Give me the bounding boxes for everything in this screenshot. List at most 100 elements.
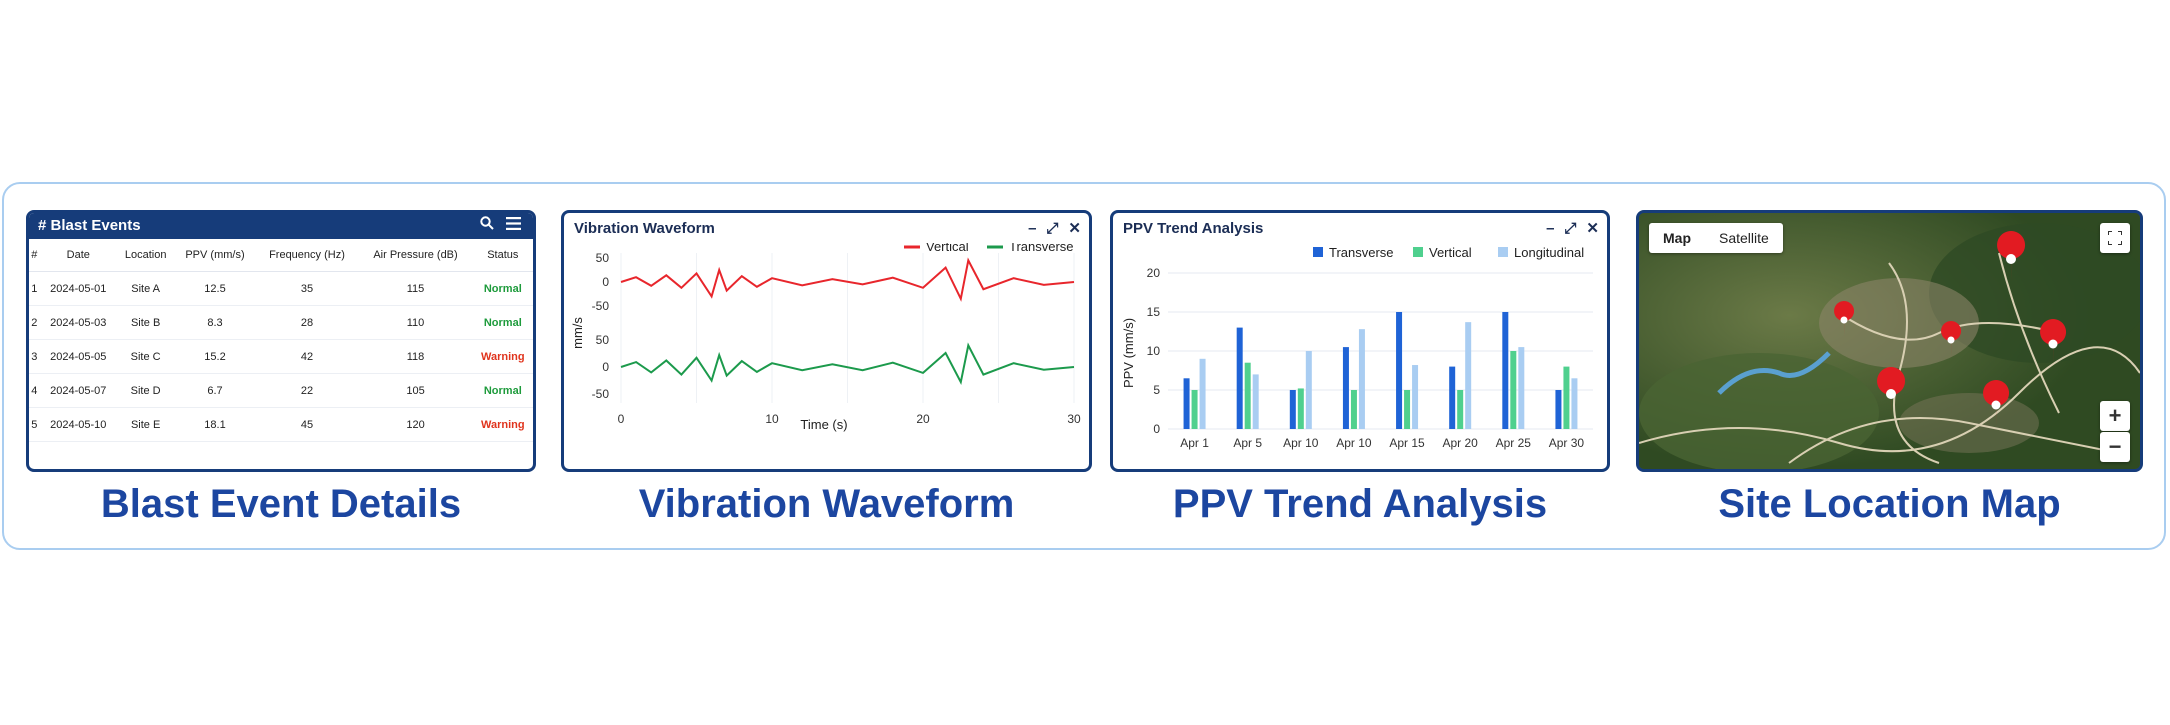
row-number: 4 xyxy=(29,373,40,408)
cell-frequency: 42 xyxy=(255,339,359,374)
cell-ppv: 12.5 xyxy=(174,271,256,306)
bar-vertical xyxy=(1457,390,1464,429)
tab-map[interactable]: Map xyxy=(1663,230,1691,246)
y-axis-label: mm/s xyxy=(570,317,585,349)
search-icon[interactable] xyxy=(480,213,494,239)
y-tick-label: 10 xyxy=(1147,344,1161,358)
table-row[interactable]: 1 2024-05-01 Site A 12.5 35 115 Normal xyxy=(29,271,533,306)
bar-transverse xyxy=(1555,390,1562,429)
status-badge: Normal xyxy=(472,373,533,408)
x-axis-label: Time (s) xyxy=(800,417,847,432)
map-pin-icon[interactable] xyxy=(1983,380,2010,428)
expand-icon[interactable]: ⤢ xyxy=(1564,220,1577,237)
x-tick-label: Apr 5 xyxy=(1233,436,1262,450)
column-header[interactable]: PPV (mm/s) xyxy=(174,239,256,272)
column-header[interactable]: Air Pressure (dB) xyxy=(358,239,473,272)
bar-transverse xyxy=(1502,312,1509,429)
table-row[interactable]: 2 2024-05-03 Site B 8.3 28 110 Normal xyxy=(29,305,533,340)
bar-vertical xyxy=(1404,390,1411,429)
tab-satellite[interactable]: Satellite xyxy=(1719,230,1769,246)
cell-ppv: 8.3 xyxy=(174,305,256,340)
map-type-toggle: Map Satellite xyxy=(1649,223,1783,253)
status-badge: Warning xyxy=(472,339,533,374)
legend-label: Transverse xyxy=(1009,243,1074,254)
row-number: 2 xyxy=(29,305,40,340)
column-header[interactable]: Location xyxy=(116,239,175,272)
cell-location: Site A xyxy=(116,271,175,306)
y-tick-label: -50 xyxy=(592,387,610,401)
zoom-in-button[interactable]: + xyxy=(2100,401,2130,431)
row-number: 1 xyxy=(29,271,40,306)
ppv-title: PPV Trend Analysis xyxy=(1123,220,1264,237)
bar-longitudinal xyxy=(1305,351,1312,429)
cell-frequency: 35 xyxy=(255,271,359,306)
y-tick-label: 20 xyxy=(1147,266,1161,280)
legend-label: Vertical xyxy=(1429,245,1472,260)
fullscreen-icon[interactable] xyxy=(2100,223,2130,253)
map-pin-icon[interactable] xyxy=(2040,319,2067,367)
column-header[interactable]: Frequency (Hz) xyxy=(255,239,359,272)
column-header[interactable]: # xyxy=(29,239,40,272)
cell-location: Site B xyxy=(116,305,175,340)
cell-air-pressure: 115 xyxy=(358,271,473,306)
bar-transverse xyxy=(1289,390,1296,429)
table-row[interactable]: 4 2024-05-07 Site D 6.7 22 105 Normal xyxy=(29,373,533,408)
legend-label: Longitudinal xyxy=(1514,245,1584,260)
ppv-caption: PPV Trend Analysis xyxy=(1172,482,1548,526)
y-tick-label: 5 xyxy=(1153,383,1160,397)
y-tick-label: 0 xyxy=(602,275,609,289)
close-icon[interactable]: ✕ xyxy=(1068,220,1081,237)
blast-events-caption: Blast Event Details xyxy=(100,482,462,526)
x-tick-label: 30 xyxy=(1067,412,1081,426)
zoom-out-button[interactable]: − xyxy=(2100,432,2130,462)
bar-vertical xyxy=(1350,390,1357,429)
waveform-caption: Vibration Waveform xyxy=(638,482,1015,526)
cell-date: 2024-05-01 xyxy=(39,271,117,306)
legend-swatch xyxy=(1413,247,1423,257)
x-tick-label: 10 xyxy=(765,412,779,426)
cell-frequency: 45 xyxy=(255,407,359,442)
map-pin-icon[interactable] xyxy=(1997,231,2026,282)
row-number: 3 xyxy=(29,339,40,374)
satellite-map[interactable] xyxy=(1639,213,2140,469)
cell-location: Site D xyxy=(116,373,175,408)
map-pin-icon[interactable] xyxy=(1941,321,1962,357)
ppv-chart: 0 5 10 15 20 Apr 1 Apr 5 Apr 10 Apr 10 Apr 15 Apr … xyxy=(1121,245,1593,450)
series-line-vertical xyxy=(620,257,1075,302)
x-tick-label: Apr 10 xyxy=(1283,436,1319,450)
minimize-icon[interactable]: – xyxy=(1028,220,1037,237)
bar-transverse xyxy=(1183,378,1190,429)
cell-date: 2024-05-07 xyxy=(39,373,117,408)
y-tick-label: 0 xyxy=(1153,422,1160,436)
bar-longitudinal xyxy=(1252,374,1259,429)
status-badge: Warning xyxy=(472,407,533,442)
cell-frequency: 22 xyxy=(255,373,359,408)
y-tick-label: 0 xyxy=(602,360,609,374)
table-row[interactable]: 3 2024-05-05 Site C 15.2 42 118 Warning xyxy=(29,339,533,374)
bar-vertical xyxy=(1510,351,1517,429)
x-tick-label: 0 xyxy=(618,412,625,426)
map-pin-icon[interactable] xyxy=(1834,301,1855,337)
cell-air-pressure: 110 xyxy=(358,305,473,340)
close-icon[interactable]: ✕ xyxy=(1586,220,1599,237)
menu-icon[interactable] xyxy=(506,213,521,239)
map-pin-icon[interactable] xyxy=(1877,367,1906,419)
bar-vertical xyxy=(1563,366,1570,429)
table-row[interactable]: 5 2024-05-10 Site E 18.1 45 120 Warning xyxy=(29,407,533,442)
expand-icon[interactable]: ⤢ xyxy=(1046,220,1059,237)
bar-vertical xyxy=(1244,362,1251,429)
cell-date: 2024-05-10 xyxy=(39,407,117,442)
column-header[interactable]: Date xyxy=(39,239,117,272)
column-header[interactable]: Status xyxy=(472,239,533,272)
x-tick-label: Apr 1 xyxy=(1180,436,1209,450)
minimize-icon[interactable]: – xyxy=(1546,220,1555,237)
x-tick-label: Apr 10 xyxy=(1336,436,1372,450)
cell-location: Site E xyxy=(116,407,175,442)
x-tick-label: Apr 30 xyxy=(1549,436,1585,450)
y-tick-label: -50 xyxy=(592,299,610,313)
bar-transverse xyxy=(1449,366,1456,429)
bar-longitudinal xyxy=(1518,347,1525,429)
waveform-chart: 50 0 -50 50 0 -50 0 10 20 30 Time (s) mm/s Vertical T… xyxy=(570,243,1081,432)
legend-label: Vertical xyxy=(926,243,969,254)
waveform-panel: Vibration Waveform – ⤢ ✕ 50 0 -50 50 0 -50 0 10… xyxy=(561,210,1092,472)
